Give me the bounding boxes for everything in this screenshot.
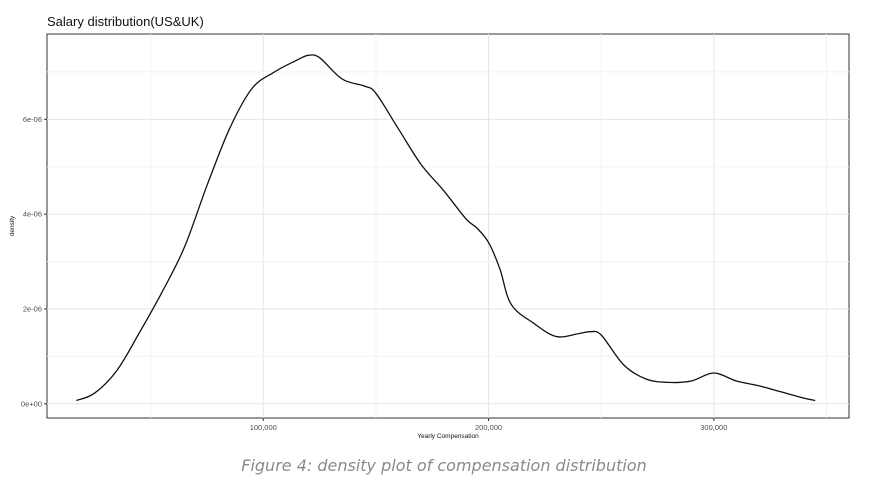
y-tick-label: 0e+00 [21, 399, 42, 408]
y-tick-label: 6e-06 [23, 115, 42, 124]
figure-caption: Figure 4: density plot of compensation d… [241, 456, 647, 475]
y-axis-ticks: 0e+00 2e-06 4e-06 6e-06 [21, 115, 47, 408]
y-axis-label: density [9, 215, 16, 236]
x-tick-label: 200,000 [475, 423, 502, 432]
chart-title: Salary distribution(US&UK) [47, 14, 204, 29]
plot-panel [46, 33, 850, 419]
y-tick-label: 4e-06 [23, 210, 42, 219]
x-tick-label: 100,000 [250, 423, 277, 432]
x-axis-ticks: 100,000 200,000 300,000 [250, 418, 727, 432]
x-axis-label: Yearly Compensation [417, 433, 479, 440]
y-tick-label: 2e-06 [23, 304, 42, 313]
grid-lines [47, 34, 849, 418]
density-curve [76, 54, 816, 402]
x-tick-label: 300,000 [700, 423, 727, 432]
